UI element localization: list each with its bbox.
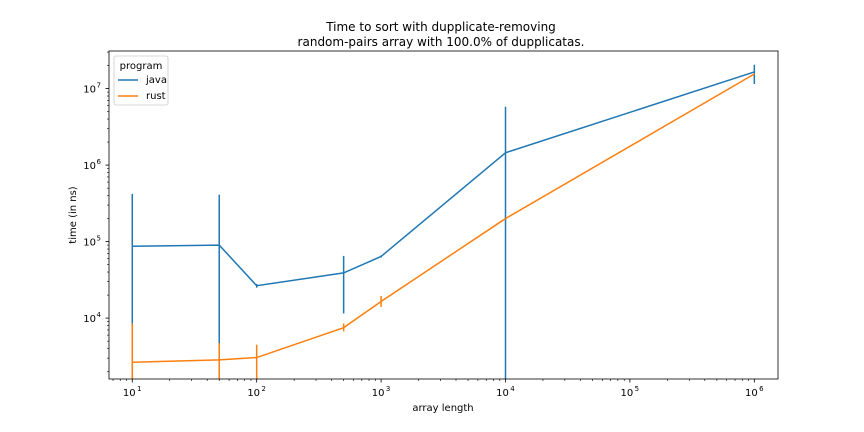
x-tick-label: 10 [745,388,758,399]
series-line-java [132,71,755,287]
x-tick-label: 10 [247,388,260,399]
x-tick-label-exponent: 4 [510,385,515,393]
x-tick-label-exponent: 6 [759,385,764,393]
x-tick-label: 10 [621,388,634,399]
chart-title-line-2: random-pairs array with 100.0% of duppli… [298,35,585,49]
y-tick-label: 10 [83,238,96,249]
x-axis-ticks: 10 1 10 2 10 3 10 4 10 5 10 6 [112,379,764,399]
x-tick-label-exponent: 2 [261,385,265,393]
x-tick-label-exponent: 5 [635,385,639,393]
y-tick-label-exponent: 4 [97,311,102,319]
x-tick-label: 10 [372,388,385,399]
chart-title-line-1: Time to sort with dupplicate-removing [325,20,556,34]
series-rust [131,73,756,379]
y-tick-label: 10 [83,314,96,325]
y-tick-label: 10 [83,161,96,172]
y-tick-label-exponent: 5 [97,235,101,243]
y-tick-label-exponent: 6 [97,158,102,166]
x-tick-label-exponent: 1 [137,385,141,393]
x-axis-label: array length [412,403,473,414]
plot-frame [108,50,779,380]
series-layer [131,64,756,379]
legend-title: program [120,61,163,72]
y-tick-label-exponent: 7 [97,82,101,90]
x-tick-label-exponent: 3 [386,385,390,393]
legend-label-java: java [145,75,167,86]
plot-area [108,50,779,380]
x-tick-label: 10 [496,388,509,399]
x-tick-label: 10 [123,388,136,399]
y-tick-label: 10 [83,85,96,96]
legend-box [113,55,169,106]
legend: program java rust [113,55,169,106]
legend-label-rust: rust [146,91,166,102]
y-axis-label: time (in ns) [68,186,79,244]
series-line-rust [132,73,755,363]
